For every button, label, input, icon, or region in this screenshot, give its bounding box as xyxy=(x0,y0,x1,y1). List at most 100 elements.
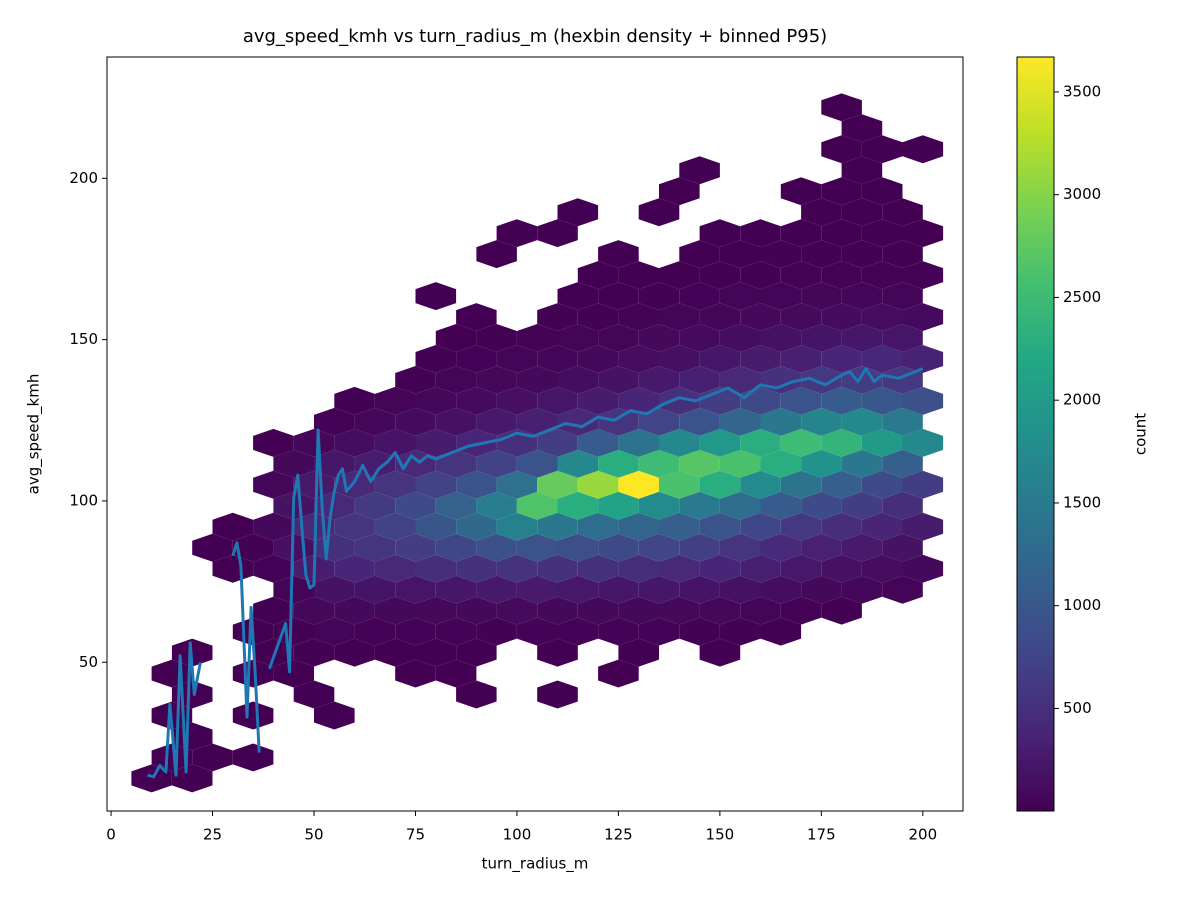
hex-cell xyxy=(659,386,700,415)
hex-cell xyxy=(861,428,903,457)
hex-cell xyxy=(618,428,659,457)
hex-cell xyxy=(618,303,659,331)
hex-cell xyxy=(516,575,558,604)
hex-cell xyxy=(638,491,680,520)
hex-cell xyxy=(435,366,477,394)
hex-cell xyxy=(415,345,457,373)
hex-cell xyxy=(516,491,558,520)
chart-title: avg_speed_kmh vs turn_radius_m (hexbin d… xyxy=(243,26,827,47)
hex-cell xyxy=(861,219,903,248)
hex-cell xyxy=(719,282,761,311)
hex-cell xyxy=(253,470,294,499)
hex-cell xyxy=(374,596,416,625)
hex-cell xyxy=(334,428,375,457)
hex-cell xyxy=(496,596,538,625)
hex-cell xyxy=(537,680,578,709)
hex-cell xyxy=(801,449,842,478)
hex-cell xyxy=(740,554,781,583)
hex-cell xyxy=(618,638,659,667)
hex-cell xyxy=(557,533,599,562)
hex-cell xyxy=(577,428,619,457)
hex-cell xyxy=(476,366,517,394)
hex-cell xyxy=(618,386,659,415)
hex-cell xyxy=(902,345,944,373)
hex-cell xyxy=(537,345,578,373)
hex-cell xyxy=(760,617,802,646)
hex-cell xyxy=(435,449,477,478)
hex-cell xyxy=(598,324,639,352)
hex-cell xyxy=(476,491,517,520)
hex-cell xyxy=(557,324,599,352)
hex-cell xyxy=(496,345,538,373)
hex-cell xyxy=(598,533,639,562)
hex-cell xyxy=(334,596,375,625)
hex-cell xyxy=(882,407,923,436)
hex-cell xyxy=(719,324,761,352)
hex-cell xyxy=(882,198,923,227)
hex-cell xyxy=(719,617,761,646)
hex-cell xyxy=(821,219,862,248)
hex-cell xyxy=(374,428,416,457)
hex-cell xyxy=(902,261,944,290)
hex-cell xyxy=(456,386,497,415)
hex-cell xyxy=(801,407,842,436)
hex-cell xyxy=(354,575,396,604)
hex-cell xyxy=(882,491,923,520)
hex-cell xyxy=(537,554,578,583)
hex-cell xyxy=(557,575,599,604)
hex-cell xyxy=(496,470,538,499)
hex-cell xyxy=(374,554,416,583)
x-tick-label: 25 xyxy=(203,826,222,844)
x-tick-label: 150 xyxy=(706,826,735,844)
hex-cell xyxy=(577,261,619,290)
hex-cell xyxy=(821,596,862,625)
y-tick-label: 150 xyxy=(69,330,98,348)
hex-cell xyxy=(679,240,720,269)
hex-cell xyxy=(638,575,680,604)
hex-cell xyxy=(659,470,700,499)
colorbar-tick-label: 3500 xyxy=(1063,82,1101,100)
hex-cell xyxy=(699,554,741,583)
hex-cell xyxy=(801,198,842,227)
hex-cell xyxy=(557,449,599,478)
hex-cell xyxy=(374,386,416,415)
hex-cell xyxy=(902,512,944,541)
hex-cell xyxy=(638,407,680,436)
hex-cell xyxy=(557,198,599,227)
hex-cell xyxy=(435,533,477,562)
hex-cell xyxy=(395,575,436,604)
hex-cell xyxy=(253,638,294,667)
hex-cell xyxy=(740,428,781,457)
hex-cell xyxy=(740,261,781,290)
hex-cell xyxy=(516,533,558,562)
hex-cell xyxy=(679,491,720,520)
hex-cell xyxy=(638,533,680,562)
hex-cell xyxy=(719,491,761,520)
hex-cell xyxy=(557,407,599,436)
hex-cell xyxy=(435,324,477,352)
colorbar-tick-label: 2500 xyxy=(1063,288,1101,306)
x-axis-label: turn_radius_m xyxy=(482,855,589,874)
hex-cell xyxy=(861,303,903,331)
hex-cell xyxy=(456,345,497,373)
hex-cell xyxy=(801,366,842,394)
hex-cell xyxy=(293,470,335,499)
hex-cell xyxy=(577,303,619,331)
hex-cell xyxy=(760,324,802,352)
hex-cell xyxy=(841,324,883,352)
hex-cell xyxy=(354,491,396,520)
hex-cell xyxy=(699,219,741,248)
x-tick-label: 175 xyxy=(807,826,836,844)
hex-cell xyxy=(171,722,213,751)
colorbar xyxy=(1016,56,1055,812)
hex-cell xyxy=(618,345,659,373)
hex-cell xyxy=(882,449,923,478)
y-tick-label: 100 xyxy=(69,491,98,509)
hex-cell xyxy=(212,554,254,583)
hex-cell xyxy=(740,345,781,373)
hex-cell xyxy=(882,533,923,562)
hex-cell xyxy=(577,386,619,415)
hex-cell xyxy=(780,470,822,499)
hex-cell xyxy=(882,240,923,269)
